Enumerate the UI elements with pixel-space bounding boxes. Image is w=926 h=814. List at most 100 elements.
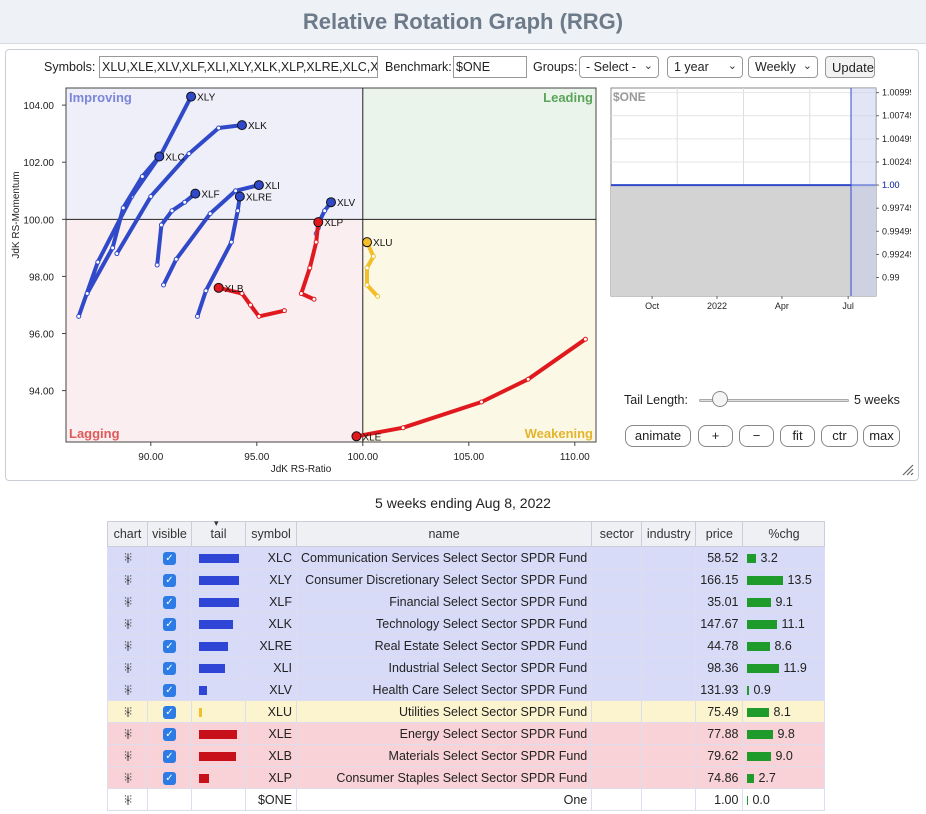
col-name[interactable]: name	[295, 521, 593, 547]
col-industry[interactable]: industry	[641, 521, 697, 547]
visible-checkbox[interactable]: ✓	[163, 640, 176, 653]
pchg-cell: 0.9	[742, 678, 826, 701]
col-pchg[interactable]: %chg	[742, 521, 826, 547]
chart-cell[interactable]: ⫶⫳⫶	[107, 700, 148, 723]
chart-cell[interactable]: ⫶⫳⫶	[107, 788, 148, 811]
pchg-value: 0.9	[753, 682, 771, 697]
col-symbol[interactable]: symbol	[245, 521, 297, 547]
visible-checkbox[interactable]: ✓	[163, 618, 176, 631]
pchg-bar	[747, 641, 771, 651]
zoom-out-button[interactable]: −	[739, 425, 774, 447]
candlestick-chart-icon[interactable]: ⫶⫳⫶	[124, 552, 132, 564]
symbol-cell: XLI	[245, 656, 297, 679]
visible-cell[interactable]	[147, 788, 192, 811]
tail-point-xlb	[256, 313, 262, 319]
candlestick-chart-icon[interactable]: ⫶⫳⫶	[124, 574, 132, 586]
candlestick-chart-icon[interactable]: ⫶⫳⫶	[124, 750, 132, 762]
groups-select[interactable]: - Select - ⌄	[579, 56, 659, 78]
y-tick-label: 96.00	[29, 330, 54, 341]
tail-cell	[191, 678, 246, 701]
tail-length-slider-handle[interactable]	[712, 391, 728, 407]
chart-cell[interactable]: ⫶⫳⫶	[107, 546, 148, 569]
center-button[interactable]: ctr	[821, 425, 858, 447]
col-visible[interactable]: visible	[147, 521, 192, 547]
y-tick-label: 102.00	[23, 158, 54, 169]
resize-handle-icon[interactable]	[902, 464, 914, 476]
col-chart[interactable]: chart	[107, 521, 148, 547]
chart-cell[interactable]: ⫶⫳⫶	[107, 634, 148, 657]
industry-cell	[641, 744, 697, 767]
visible-checkbox[interactable]: ✓	[163, 750, 176, 763]
col-price[interactable]: price	[695, 521, 744, 547]
candlestick-chart-icon[interactable]: ⫶⫳⫶	[124, 596, 132, 608]
tail-length-slider-track[interactable]	[699, 399, 849, 402]
candlestick-chart-icon[interactable]: ⫶⫳⫶	[124, 794, 132, 806]
candlestick-chart-icon[interactable]: ⫶⫳⫶	[124, 772, 132, 784]
visible-checkbox[interactable]: ✓	[163, 596, 176, 609]
tail-point-xlk	[148, 193, 154, 199]
chart-cell[interactable]: ⫶⫳⫶	[107, 766, 148, 789]
visible-cell[interactable]: ✓	[147, 766, 192, 789]
update-button[interactable]: Update	[825, 56, 875, 78]
candlestick-chart-icon[interactable]: ⫶⫳⫶	[124, 728, 132, 740]
tail-point-xle	[479, 399, 485, 405]
benchmark-input[interactable]: $ONE	[453, 56, 527, 78]
visible-checkbox[interactable]: ✓	[163, 706, 176, 719]
symbols-input[interactable]: XLU,XLE,XLV,XLF,XLI,XLY,XLK,XLP,XLRE,XLC…	[99, 56, 378, 78]
chart-cell[interactable]: ⫶⫳⫶	[107, 590, 148, 613]
animate-button[interactable]: animate	[625, 425, 691, 447]
industry-cell	[641, 656, 697, 679]
visible-cell[interactable]: ✓	[147, 590, 192, 613]
visible-checkbox[interactable]: ✓	[163, 574, 176, 587]
visible-cell[interactable]: ✓	[147, 546, 192, 569]
industry-cell	[641, 568, 697, 591]
visible-cell[interactable]: ✓	[147, 678, 192, 701]
y-tick-label: 98.00	[29, 272, 54, 283]
candlestick-chart-icon[interactable]: ⫶⫳⫶	[124, 706, 132, 718]
fit-button[interactable]: fit	[780, 425, 815, 447]
rrg-chart[interactable]: Improving Leading Lagging Weakening 90.00 95…	[6, 80, 606, 480]
y-axis-title: JdK RS-Momentum	[11, 171, 22, 258]
candlestick-chart-icon[interactable]: ⫶⫳⫶	[124, 684, 132, 696]
visible-cell[interactable]: ✓	[147, 612, 192, 635]
head-marker-xlb	[213, 282, 224, 293]
visible-checkbox[interactable]: ✓	[163, 662, 176, 675]
chart-cell[interactable]: ⫶⫳⫶	[107, 678, 148, 701]
name-cell: Utilities Select Sector SPDR Fund	[295, 700, 593, 723]
industry-cell	[641, 678, 697, 701]
max-button[interactable]: max	[863, 425, 900, 447]
head-marker-xlp	[313, 217, 324, 228]
candlestick-chart-icon[interactable]: ⫶⫳⫶	[124, 618, 132, 630]
visible-cell[interactable]: ✓	[147, 700, 192, 723]
candlestick-chart-icon[interactable]: ⫶⫳⫶	[124, 662, 132, 674]
price-cell: 35.01	[695, 590, 744, 613]
visible-cell[interactable]: ✓	[147, 744, 192, 767]
tail-cell	[191, 568, 246, 591]
chart-cell[interactable]: ⫶⫳⫶	[107, 568, 148, 591]
groups-select-value: - Select -	[586, 60, 637, 74]
chart-cell[interactable]: ⫶⫳⫶	[107, 722, 148, 745]
visible-checkbox[interactable]: ✓	[163, 552, 176, 565]
col-sector[interactable]: sector	[591, 521, 643, 547]
col-tail[interactable]: ▾ tail	[191, 518, 246, 547]
visible-cell[interactable]: ✓	[147, 568, 192, 591]
visible-cell[interactable]: ✓	[147, 634, 192, 657]
visible-checkbox[interactable]: ✓	[163, 728, 176, 741]
period-select[interactable]: 1 year ⌄	[667, 56, 743, 78]
chart-cell[interactable]: ⫶⫳⫶	[107, 612, 148, 635]
visible-checkbox[interactable]: ✓	[163, 772, 176, 785]
tail-point-xly	[95, 259, 101, 265]
frequency-select[interactable]: Weekly ⌄	[748, 56, 818, 78]
candlestick-chart-icon[interactable]: ⫶⫳⫶	[124, 640, 132, 652]
head-marker-xli	[253, 180, 264, 191]
tail-point-xli	[161, 282, 167, 288]
pchg-cell: 3.2	[742, 546, 826, 569]
visible-checkbox[interactable]: ✓	[163, 684, 176, 697]
chart-cell[interactable]: ⫶⫳⫶	[107, 656, 148, 679]
tail-point-xlc	[120, 205, 126, 211]
visible-cell[interactable]: ✓	[147, 656, 192, 679]
zoom-in-button[interactable]: +	[698, 425, 733, 447]
chart-cell[interactable]: ⫶⫳⫶	[107, 744, 148, 767]
price-cell: 1.00	[695, 788, 744, 811]
visible-cell[interactable]: ✓	[147, 722, 192, 745]
